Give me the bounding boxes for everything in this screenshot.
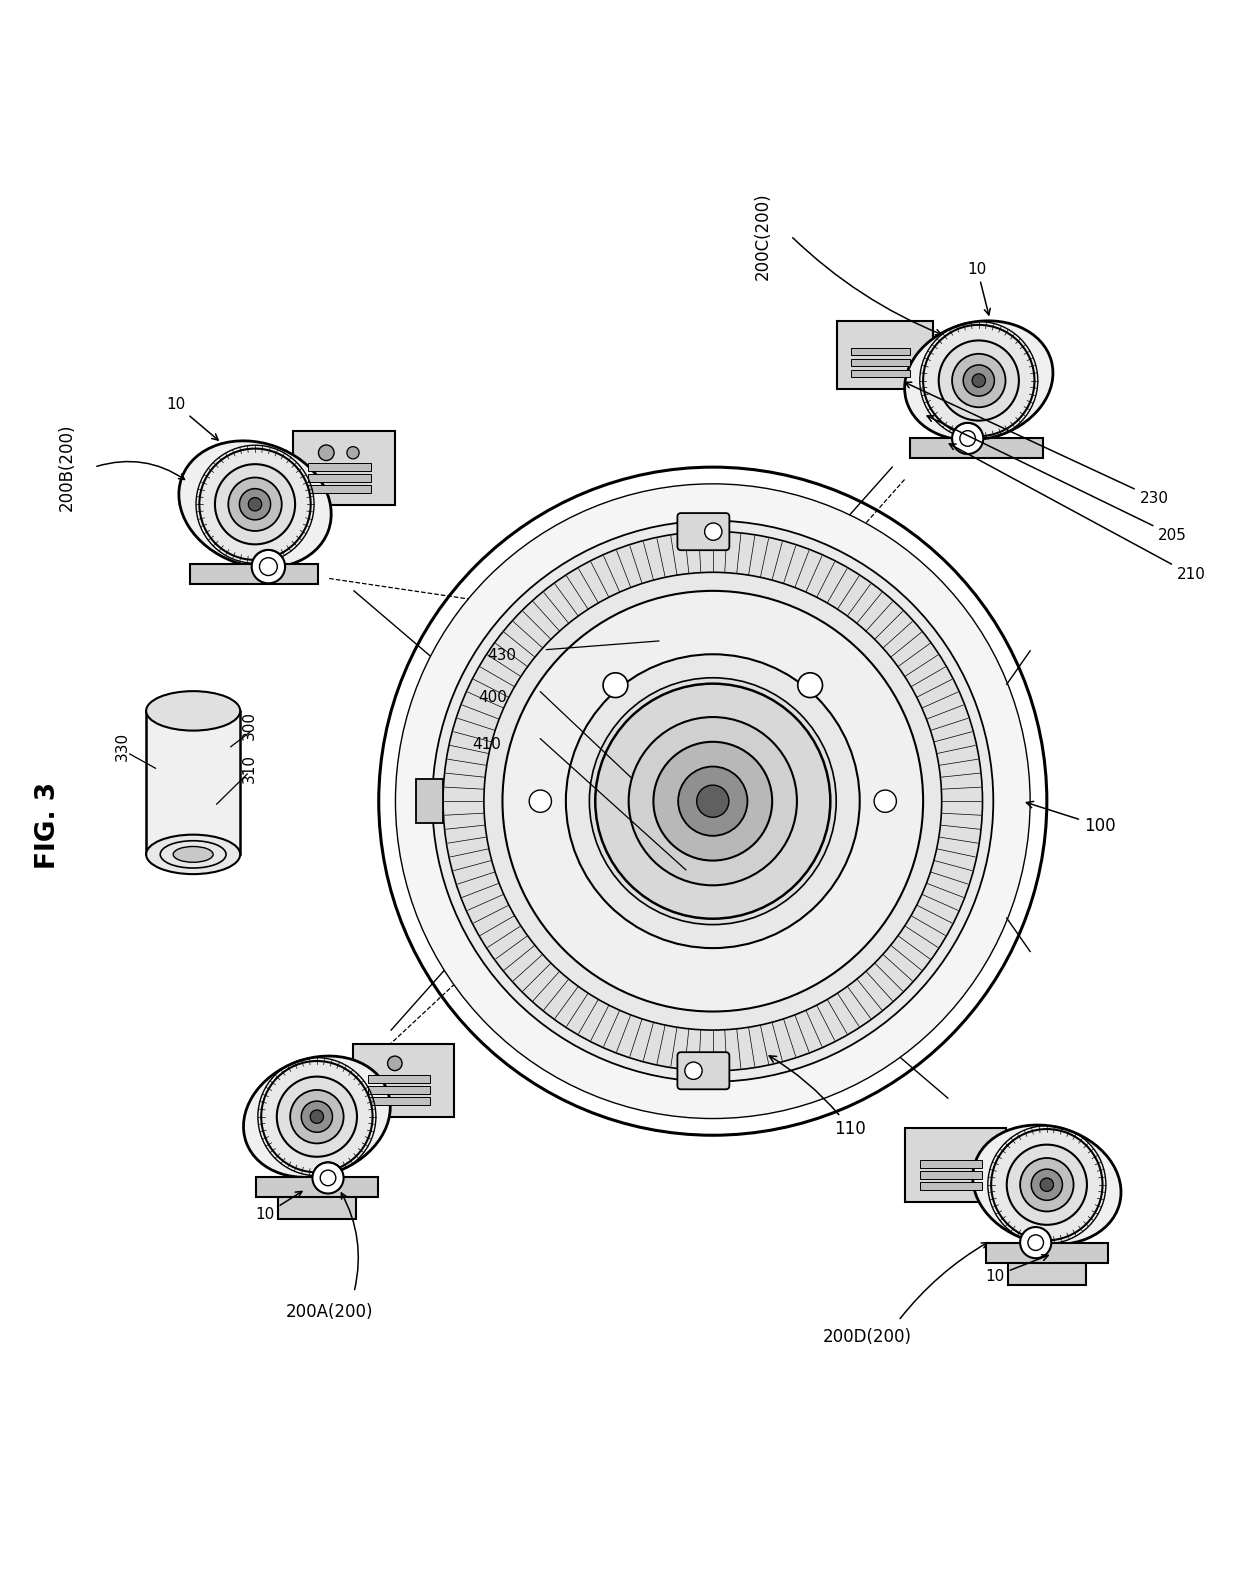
Bar [368,1097,430,1105]
Circle shape [239,488,270,520]
Circle shape [529,790,552,812]
Bar [852,359,910,366]
Text: 200C(200): 200C(200) [753,192,771,280]
Bar [146,711,241,854]
Text: 200B(200): 200B(200) [58,423,76,510]
FancyBboxPatch shape [353,1043,454,1118]
FancyBboxPatch shape [905,1129,1007,1202]
Circle shape [319,445,334,461]
Text: 310: 310 [242,754,257,782]
FancyBboxPatch shape [1008,1261,1086,1285]
Ellipse shape [905,321,1053,440]
Text: 330: 330 [115,731,130,762]
Circle shape [252,550,285,584]
Circle shape [952,355,1006,407]
Circle shape [378,467,1047,1135]
Text: 210: 210 [950,444,1205,582]
Circle shape [704,523,722,541]
Text: 10: 10 [255,1191,303,1223]
Text: 410: 410 [472,738,501,752]
Circle shape [433,520,993,1081]
Circle shape [629,717,797,886]
Text: 200D(200): 200D(200) [823,1328,911,1345]
Circle shape [1040,1178,1054,1191]
Bar [309,485,371,493]
FancyBboxPatch shape [191,564,319,585]
Circle shape [484,572,941,1030]
FancyBboxPatch shape [415,779,443,824]
Circle shape [301,1102,332,1132]
Circle shape [200,448,311,560]
FancyBboxPatch shape [677,1053,729,1089]
Text: 230: 230 [905,382,1168,506]
Text: 100: 100 [1027,801,1116,835]
Ellipse shape [243,1056,391,1177]
Circle shape [310,1110,324,1124]
Circle shape [565,653,859,948]
Circle shape [963,366,994,396]
Text: 430: 430 [487,649,516,663]
Circle shape [595,684,831,919]
Text: 10: 10 [166,396,218,440]
Circle shape [874,790,897,812]
Circle shape [228,477,281,531]
Circle shape [603,673,627,698]
Text: 200A(200): 200A(200) [285,1304,373,1321]
Circle shape [443,531,982,1072]
Bar [309,463,371,471]
Circle shape [262,1061,372,1172]
Circle shape [347,447,360,460]
Circle shape [396,483,1030,1118]
Circle shape [797,673,822,698]
Circle shape [939,340,1019,421]
Circle shape [1007,1145,1087,1224]
FancyBboxPatch shape [837,321,932,390]
Ellipse shape [146,692,241,730]
Circle shape [991,1129,1102,1240]
Circle shape [248,498,262,510]
Text: 300: 300 [242,711,257,739]
FancyBboxPatch shape [986,1243,1109,1262]
Ellipse shape [174,846,213,862]
FancyBboxPatch shape [677,514,729,550]
Bar [309,474,371,482]
FancyBboxPatch shape [910,439,1043,458]
FancyBboxPatch shape [294,431,394,506]
Text: FIG. 3: FIG. 3 [36,782,62,870]
Circle shape [312,1162,343,1194]
Bar [368,1086,430,1094]
Text: 10: 10 [967,262,991,315]
Circle shape [277,1076,357,1158]
Ellipse shape [146,835,241,874]
Ellipse shape [179,440,331,568]
Circle shape [923,324,1034,436]
Circle shape [678,766,748,836]
Circle shape [697,785,729,817]
Circle shape [684,1062,702,1080]
FancyBboxPatch shape [278,1194,356,1220]
Bar [920,1159,982,1167]
Bar [920,1170,982,1178]
Circle shape [653,743,773,860]
Bar [368,1075,430,1083]
Circle shape [1021,1158,1074,1212]
Circle shape [215,464,295,544]
Circle shape [1021,1227,1052,1258]
Text: 110: 110 [769,1056,866,1137]
Text: 10: 10 [986,1255,1048,1283]
Circle shape [952,423,983,455]
Bar [852,348,910,355]
Bar [920,1181,982,1189]
Text: 400: 400 [479,690,507,706]
Text: 205: 205 [928,417,1187,542]
Circle shape [388,1056,402,1070]
FancyBboxPatch shape [255,1177,378,1197]
Ellipse shape [972,1126,1121,1245]
Circle shape [290,1091,343,1143]
Circle shape [972,374,986,388]
Circle shape [1032,1169,1063,1200]
Bar [852,370,910,377]
Circle shape [589,677,836,925]
Circle shape [502,591,923,1011]
